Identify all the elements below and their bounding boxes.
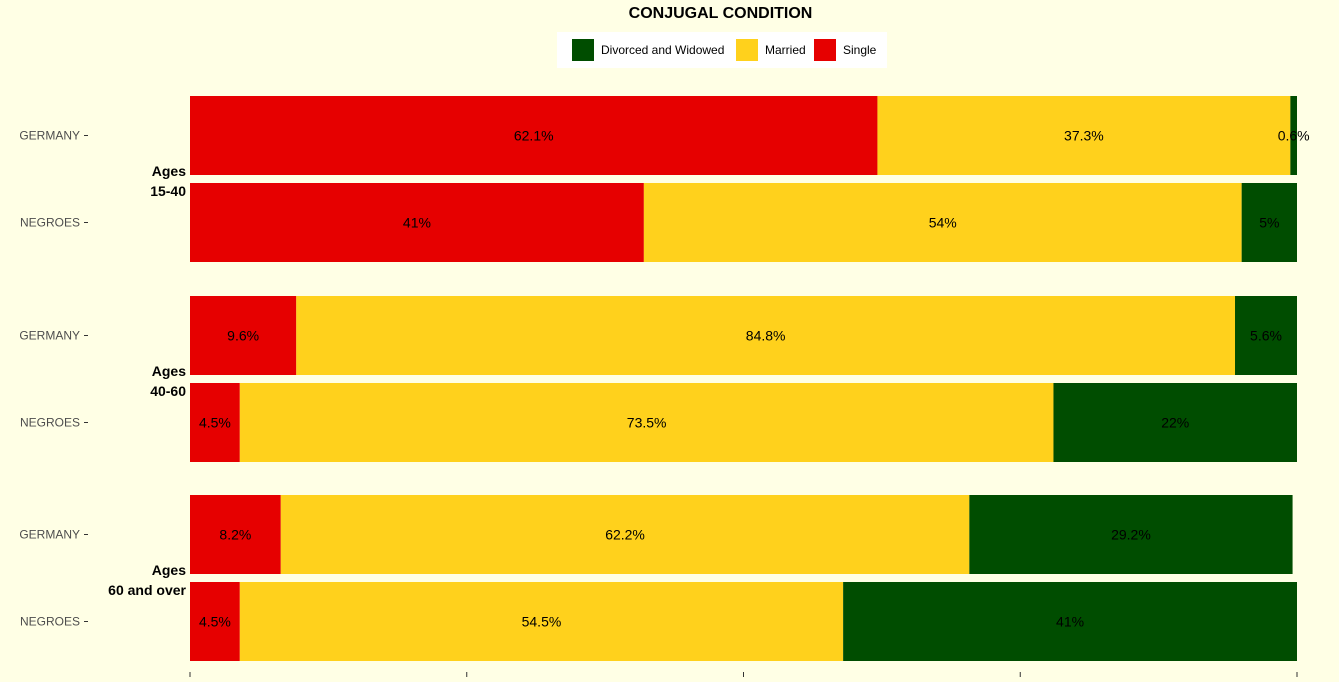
data-label-married: 73.5% <box>627 415 667 431</box>
data-label-single: 62.1% <box>514 128 554 144</box>
y-tick-label-negroes: NEGROES <box>20 615 80 629</box>
data-label-single: 41% <box>403 215 431 231</box>
bar-divorced-and-widowed-germany-group-1 <box>1290 96 1297 175</box>
y-tick-label-germany: GERMANY <box>19 129 80 143</box>
data-label-married: 37.3% <box>1064 128 1104 144</box>
data-label-divorced-and-widowed: 29.2% <box>1111 527 1151 543</box>
group-label-line: Ages <box>152 363 186 379</box>
legend-label-single: Single <box>843 43 877 57</box>
bar-married-negroes-group-2 <box>239 383 1054 462</box>
data-label-married: 62.2% <box>605 527 645 543</box>
legend-swatch-married <box>736 39 758 61</box>
bar-single-negroes-group-1 <box>190 183 644 262</box>
data-label-divorced-and-widowed: 5.6% <box>1250 328 1282 344</box>
bar-divorced-and-widowed-negroes-group-1 <box>1241 183 1297 262</box>
bar-single-germany-group-3 <box>190 495 281 574</box>
y-tick-label-negroes: NEGROES <box>20 416 80 430</box>
bar-married-germany-group-3 <box>280 495 970 574</box>
data-label-single: 8.2% <box>219 527 251 543</box>
chart-title: CONJUGAL CONDITION <box>628 5 813 22</box>
data-label-married: 84.8% <box>746 328 786 344</box>
y-tick-label-germany: GERMANY <box>19 528 80 542</box>
group-label-line: 15-40 <box>150 183 186 199</box>
data-label-divorced-and-widowed: 41% <box>1056 614 1084 630</box>
legend-swatch-single <box>814 39 836 61</box>
legend-label-married: Married <box>765 43 806 57</box>
group-label-line: Ages <box>152 163 186 179</box>
legend-swatch-divorced-widowed <box>572 39 594 61</box>
data-label-single: 9.6% <box>227 328 259 344</box>
bar-divorced-and-widowed-germany-group-3 <box>969 495 1293 574</box>
group-label-line: 40-60 <box>150 383 186 399</box>
data-label-married: 54% <box>929 215 957 231</box>
bar-divorced-and-widowed-negroes-group-3 <box>843 582 1297 661</box>
bar-married-negroes-group-3 <box>239 582 844 661</box>
data-label-divorced-and-widowed: 5% <box>1259 215 1279 231</box>
bar-single-germany-group-1 <box>190 96 878 175</box>
data-label-single: 4.5% <box>199 415 231 431</box>
y-tick-label-negroes: NEGROES <box>20 216 80 230</box>
legend: Divorced and Widowed Married Single <box>557 32 887 68</box>
data-label-single: 4.5% <box>199 614 231 630</box>
bar-married-negroes-group-1 <box>643 183 1242 262</box>
bar-married-germany-group-1 <box>877 96 1291 175</box>
bar-divorced-and-widowed-negroes-group-2 <box>1053 383 1297 462</box>
bar-divorced-and-widowed-germany-group-2 <box>1235 296 1297 375</box>
legend-label-divorced-widowed: Divorced and Widowed <box>601 43 725 57</box>
bar-married-germany-group-2 <box>296 296 1236 375</box>
bar-single-germany-group-2 <box>190 296 297 375</box>
group-label-line: 60 and over <box>108 582 186 598</box>
data-label-married: 54.5% <box>522 614 562 630</box>
group-label-line: Ages <box>152 562 186 578</box>
data-label-divorced-and-widowed: 22% <box>1161 415 1189 431</box>
y-tick-label-germany: GERMANY <box>19 329 80 343</box>
bar-single-negroes-group-3 <box>190 582 240 661</box>
data-label-divorced-and-widowed: 0.6% <box>1278 128 1310 144</box>
bar-single-negroes-group-2 <box>190 383 240 462</box>
